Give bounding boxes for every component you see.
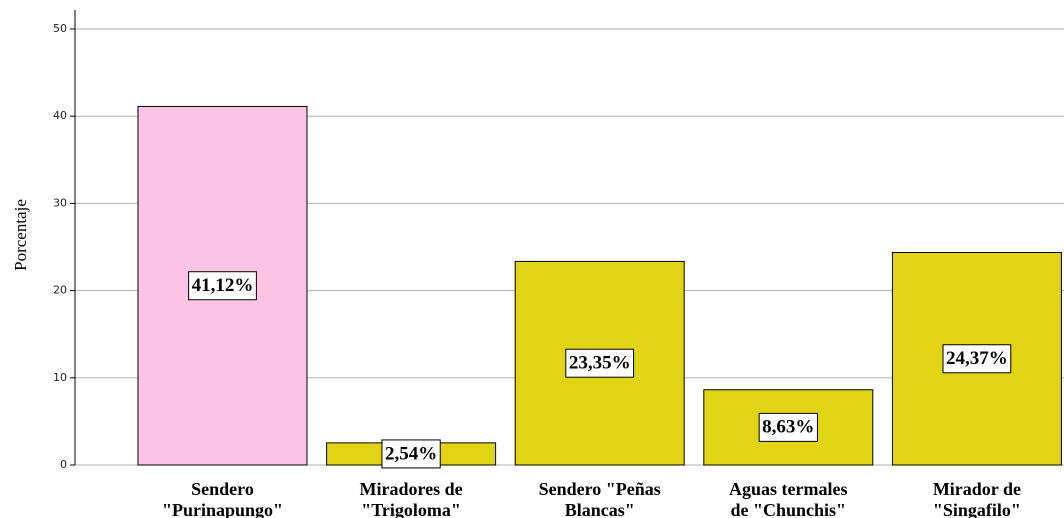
value-label: 24,37% <box>946 348 1008 369</box>
x-tick-label: Miradores de "Trigoloma" <box>360 479 463 518</box>
value-label-box <box>758 412 818 442</box>
value-label: 8,63% <box>762 417 814 438</box>
y-tick-label: 30 <box>53 196 67 209</box>
x-tick-label: Sendero "Purinapungo" <box>162 479 283 518</box>
x-tick-label: Sendero "Peñas Blancas" <box>539 479 661 518</box>
value-label-box <box>565 348 635 378</box>
value-label: 41,12% <box>192 275 254 296</box>
value-label-box <box>381 439 441 469</box>
value-label-box <box>188 271 257 301</box>
x-tick-label: Aguas termales de "Chunchis" <box>729 479 847 518</box>
y-tick-label: 20 <box>53 284 67 297</box>
value-label: 2,54% <box>385 443 437 464</box>
y-tick-label: 10 <box>53 371 67 384</box>
x-tick-label: Mirador de "Singafilo" <box>933 479 1021 518</box>
value-label-box <box>942 344 1012 374</box>
y-tick-label: 0 <box>60 458 67 471</box>
y-axis-label: Porcentaje <box>11 199 30 271</box>
y-tick-label: 50 <box>53 22 67 35</box>
value-label: 23,35% <box>569 353 631 374</box>
y-tick-label: 40 <box>53 109 67 122</box>
